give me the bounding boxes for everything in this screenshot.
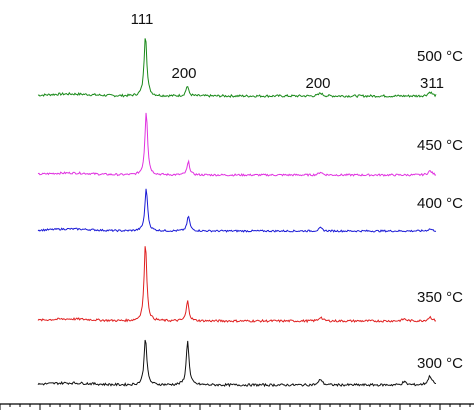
peak-label: 311 <box>420 75 444 92</box>
series-label: 300 °C <box>417 355 463 372</box>
temperature-labels-group: 500 °C 450 °C 400 °C 350 °C 300 °C <box>417 48 463 372</box>
series-label: 350 °C <box>417 289 463 306</box>
series-line-500c <box>37 38 437 99</box>
traces-group <box>37 38 437 388</box>
series-line-300c <box>37 339 437 388</box>
series-line-450c <box>37 112 437 177</box>
peak-label: 200 <box>305 75 330 92</box>
series-label: 500 °C <box>417 48 463 65</box>
x-axis <box>0 403 474 410</box>
peak-label: 200 <box>171 65 196 82</box>
series-line-350c <box>37 246 437 324</box>
series-label: 450 °C <box>417 137 463 154</box>
peak-label: 111 <box>131 11 154 28</box>
series-line-400c <box>37 188 437 233</box>
peak-labels-group: 111 200 200 311 <box>131 11 444 92</box>
series-label: 400 °C <box>417 195 463 212</box>
